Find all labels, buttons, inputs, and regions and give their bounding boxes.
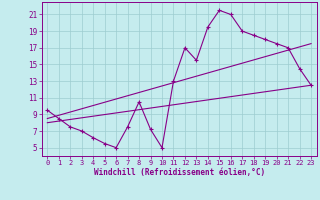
X-axis label: Windchill (Refroidissement éolien,°C): Windchill (Refroidissement éolien,°C) — [94, 168, 265, 177]
